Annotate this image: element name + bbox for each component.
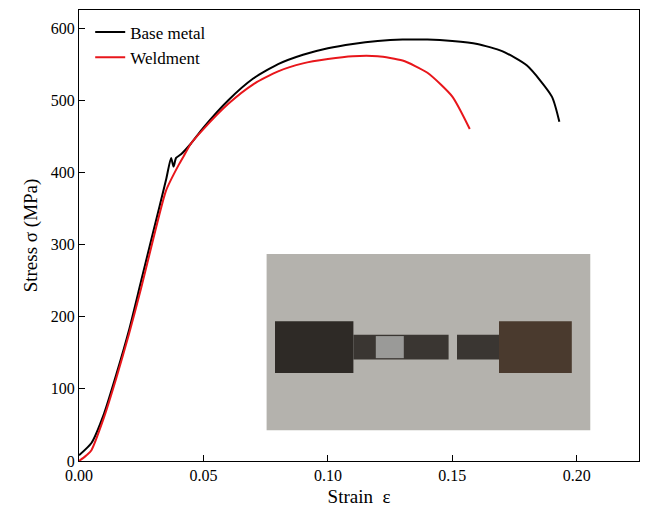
svg-text:0: 0 — [67, 453, 75, 470]
svg-text:300: 300 — [51, 236, 75, 253]
svg-text:200: 200 — [51, 308, 75, 325]
svg-text:0.15: 0.15 — [438, 467, 466, 484]
svg-text:600: 600 — [51, 20, 75, 37]
svg-text:400: 400 — [51, 164, 75, 181]
svg-text:Strain ε: Strain ε — [328, 486, 391, 507]
svg-text:0.00: 0.00 — [65, 467, 93, 484]
svg-text:Stress σ (MPa): Stress σ (MPa) — [20, 179, 42, 293]
svg-text:500: 500 — [51, 92, 75, 109]
svg-text:0.05: 0.05 — [189, 467, 217, 484]
svg-text:Base metal: Base metal — [130, 24, 205, 43]
svg-text:0.20: 0.20 — [563, 467, 591, 484]
svg-text:0.10: 0.10 — [314, 467, 342, 484]
svg-text:Weldment: Weldment — [130, 49, 200, 68]
svg-text:100: 100 — [51, 380, 75, 397]
